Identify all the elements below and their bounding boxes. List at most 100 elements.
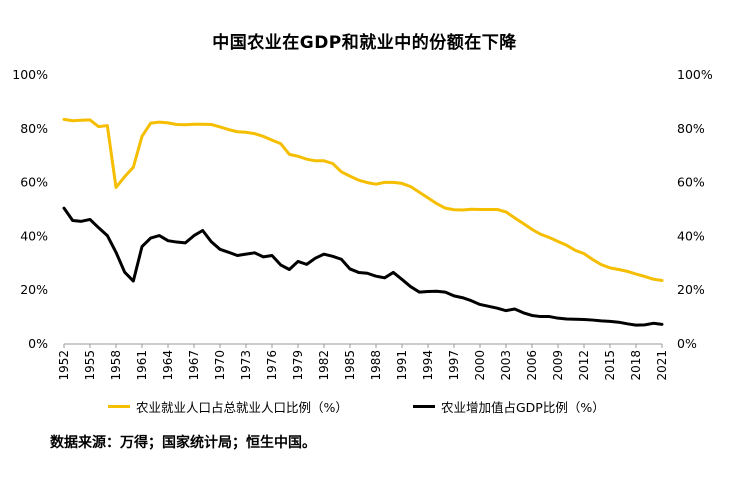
legend-item-gdp: 农业增加值占GDP比例（%） <box>413 397 605 416</box>
data-point-employment <box>80 119 82 121</box>
data-point-employment <box>565 244 567 246</box>
data-point-employment <box>132 166 134 168</box>
series-line-gdp <box>62 206 664 327</box>
data-point-employment <box>149 122 151 124</box>
data-point-employment <box>158 121 160 123</box>
x-tick-label: 2009 <box>551 350 565 381</box>
data-point-employment <box>219 126 221 128</box>
y-tick-label-right: 0% <box>677 336 697 351</box>
data-point-employment <box>643 275 645 277</box>
data-point-employment <box>470 208 472 210</box>
y-tick-label-right: 80% <box>677 121 705 136</box>
data-point-gdp <box>643 324 645 326</box>
data-point-employment <box>71 120 73 122</box>
data-point-gdp <box>201 229 203 231</box>
data-point-employment <box>513 217 515 219</box>
data-point-employment <box>279 142 281 144</box>
x-tick-label: 1976 <box>265 350 279 381</box>
y-tick-label-right: 20% <box>677 282 705 297</box>
data-point-gdp <box>409 286 411 288</box>
data-point-employment <box>288 153 290 155</box>
data-point-employment <box>453 209 455 211</box>
source-note: 数据来源：万得；国家统计局；恒生中国。 <box>50 435 316 451</box>
x-tick-label: 1970 <box>213 350 227 381</box>
data-point-gdp <box>505 309 507 311</box>
data-point-employment <box>409 185 411 187</box>
data-point-employment <box>97 125 99 127</box>
data-point-employment <box>522 222 524 224</box>
data-point-employment <box>305 158 307 160</box>
data-point-gdp <box>366 272 368 274</box>
data-point-gdp <box>548 315 550 317</box>
data-point-employment <box>184 124 186 126</box>
data-point-gdp <box>539 315 541 317</box>
data-point-employment <box>375 183 377 185</box>
data-point-gdp <box>427 290 429 292</box>
data-point-gdp <box>331 255 333 257</box>
y-tick-label-left: 0% <box>28 336 48 351</box>
legend-label-employment: 农业就业人口占总就业人口比例（%） <box>136 400 348 415</box>
data-point-gdp <box>236 254 238 256</box>
data-point-employment <box>167 122 169 124</box>
data-point-employment <box>496 208 498 210</box>
data-point-employment <box>548 236 550 238</box>
data-point-gdp <box>175 241 177 243</box>
data-point-employment <box>210 123 212 125</box>
x-tick-label: 1994 <box>421 350 435 381</box>
data-point-employment <box>63 118 65 120</box>
data-point-gdp <box>401 278 403 280</box>
series-line-employment <box>62 117 664 283</box>
data-point-employment <box>141 135 143 137</box>
data-point-employment <box>635 273 637 275</box>
data-point-gdp <box>583 318 585 320</box>
legend-swatch-employment <box>108 405 130 408</box>
series-layer <box>62 117 664 327</box>
data-point-employment <box>427 197 429 199</box>
legend-swatch-gdp <box>413 405 435 408</box>
legend-item-employment: 农业就业人口占总就业人口比例（%） <box>108 397 348 416</box>
data-point-gdp <box>383 277 385 279</box>
data-point-employment <box>123 175 125 177</box>
data-point-employment <box>609 267 611 269</box>
x-tick-label: 1988 <box>369 350 383 381</box>
data-point-employment <box>505 211 507 213</box>
data-point-employment <box>435 202 437 204</box>
data-point-employment <box>323 160 325 162</box>
x-tick-label: 2018 <box>629 350 643 381</box>
data-point-gdp <box>193 234 195 236</box>
data-point-employment <box>539 233 541 235</box>
data-point-employment <box>193 123 195 125</box>
data-point-gdp <box>487 305 489 307</box>
data-point-gdp <box>591 319 593 321</box>
data-point-gdp <box>522 312 524 314</box>
data-point-gdp <box>167 240 169 242</box>
data-point-gdp <box>349 268 351 270</box>
data-point-gdp <box>617 321 619 323</box>
data-point-employment <box>557 240 559 242</box>
x-tick-label: 1985 <box>343 350 357 381</box>
x-tick-label: 1958 <box>109 350 123 381</box>
data-point-employment <box>115 186 117 188</box>
x-tick-label: 1982 <box>317 350 331 381</box>
data-point-employment <box>461 209 463 211</box>
data-point-gdp <box>574 318 576 320</box>
data-point-gdp <box>418 291 420 293</box>
data-point-gdp <box>279 264 281 266</box>
x-tick-label: 1997 <box>447 350 461 381</box>
data-point-employment <box>392 181 394 183</box>
data-point-employment <box>340 171 342 173</box>
x-tick-label: 1967 <box>187 350 201 381</box>
y-tick-label-left: 60% <box>20 175 48 190</box>
data-point-gdp <box>262 256 264 258</box>
data-point-gdp <box>314 257 316 259</box>
data-point-employment <box>531 228 533 230</box>
data-point-gdp <box>453 295 455 297</box>
data-point-gdp <box>297 260 299 262</box>
data-point-gdp <box>557 317 559 319</box>
data-point-gdp <box>227 251 229 253</box>
left-y-axis: 0% 20% 40% 60% 80% 100% <box>12 67 48 351</box>
data-point-gdp <box>158 234 160 236</box>
data-point-gdp <box>626 323 628 325</box>
data-point-employment <box>297 155 299 157</box>
